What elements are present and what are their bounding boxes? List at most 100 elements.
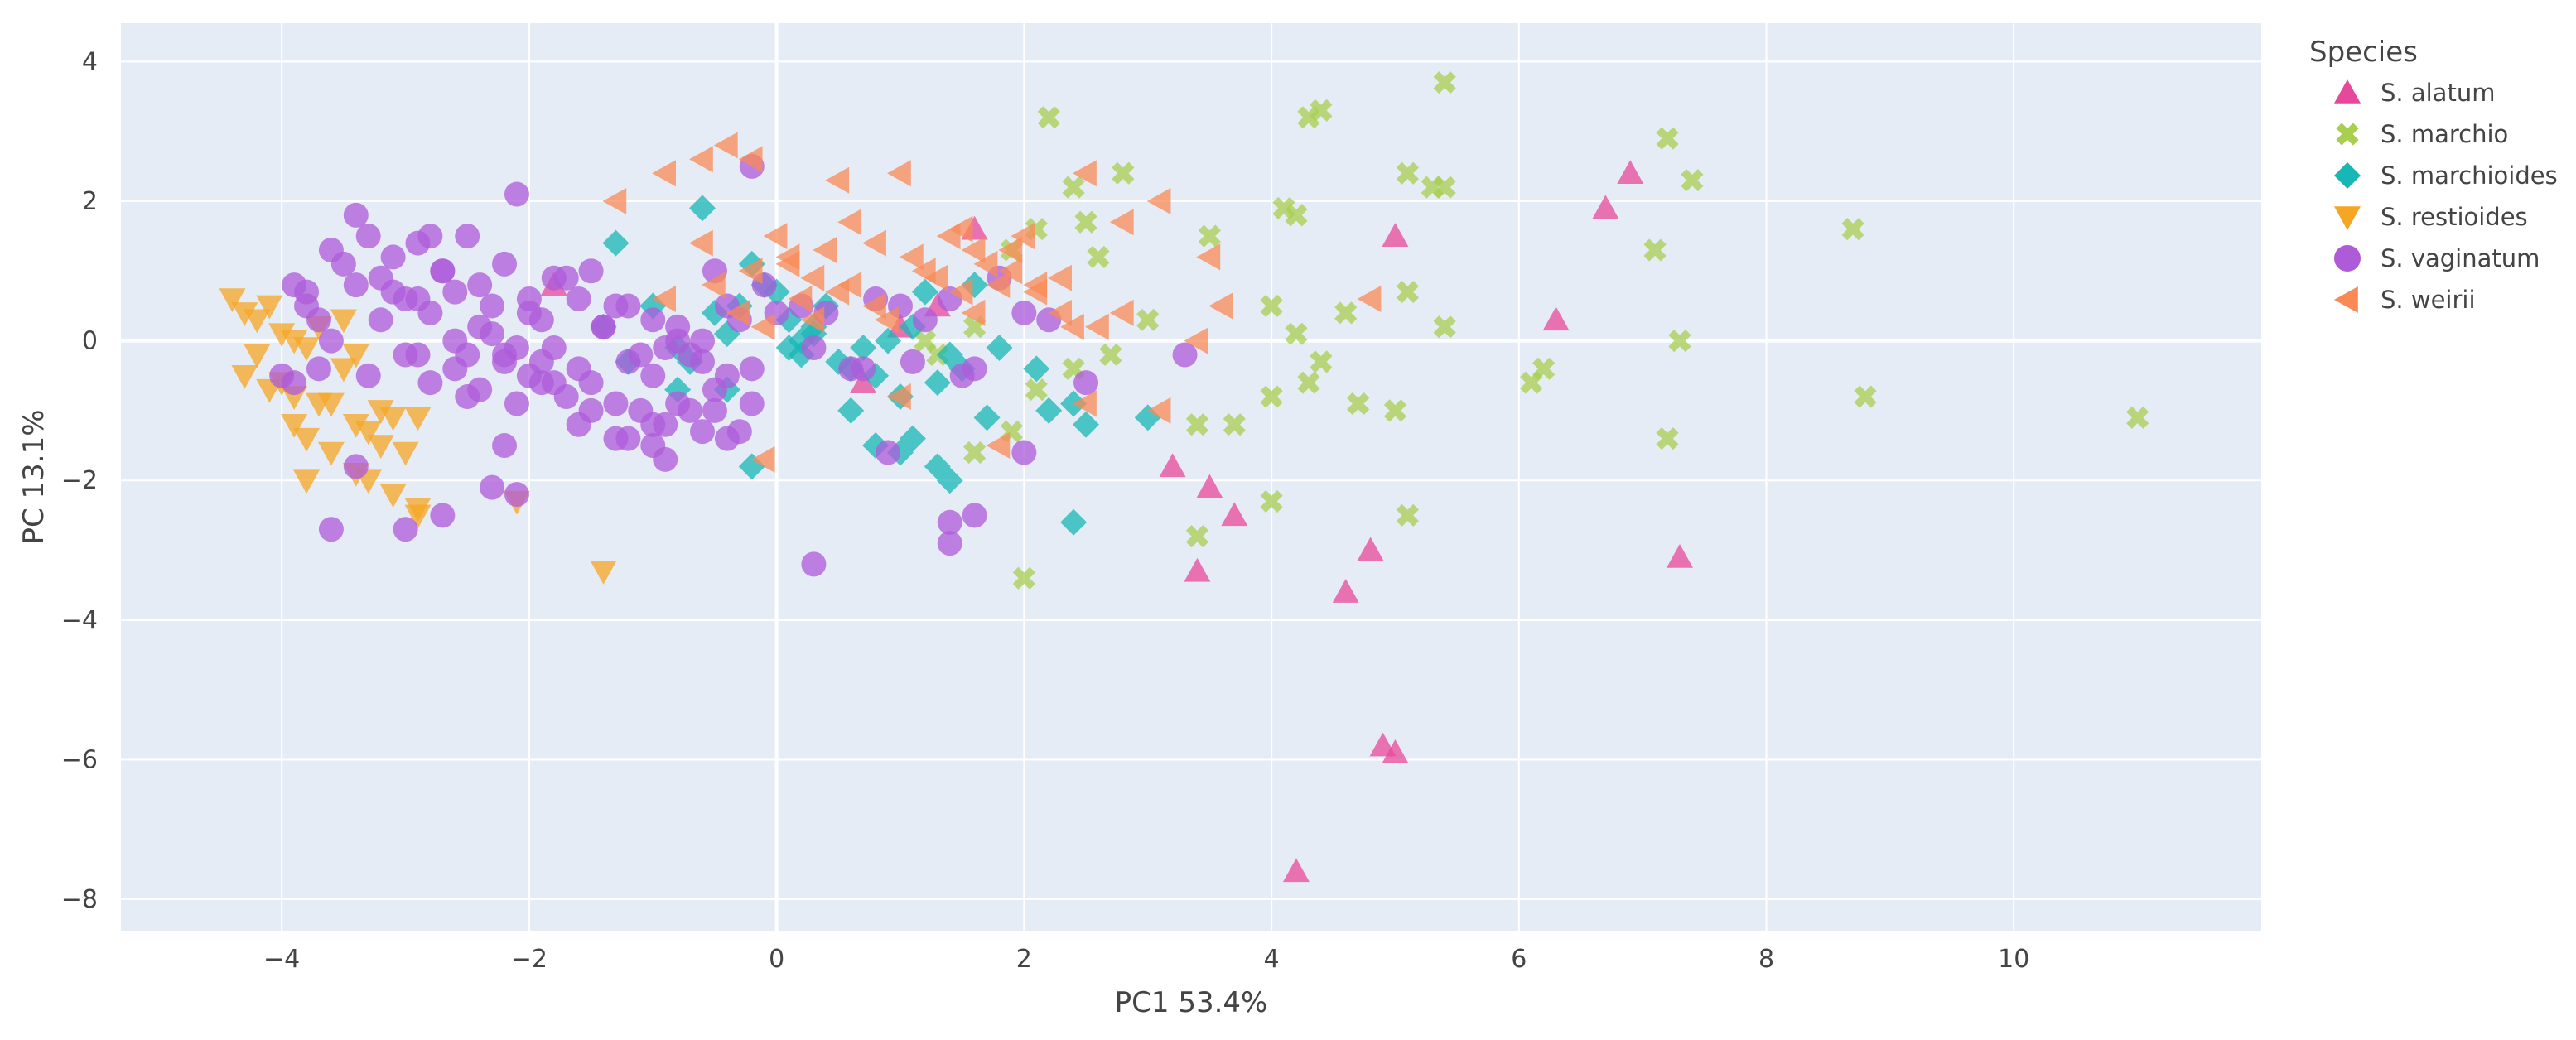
data-point <box>701 272 726 299</box>
data-point <box>516 300 542 325</box>
data-point <box>553 265 579 291</box>
data-point <box>1285 204 1308 227</box>
data-point <box>1084 313 1109 340</box>
data-point <box>726 299 750 326</box>
data-point <box>900 349 925 374</box>
data-point <box>355 363 381 388</box>
data-point <box>293 469 321 494</box>
data-point <box>1542 306 1570 331</box>
data-point <box>1334 301 1358 325</box>
legend-label: S. vaginatum <box>2381 244 2540 272</box>
data-point <box>801 551 827 577</box>
data-point <box>702 377 727 402</box>
data-point <box>750 445 775 473</box>
data-point <box>775 250 800 277</box>
data-point <box>231 302 258 326</box>
data-point <box>1668 330 1691 353</box>
data-point <box>467 272 493 298</box>
data-point <box>689 229 713 257</box>
data-point <box>306 356 331 382</box>
data-point <box>1011 440 1037 465</box>
data-point <box>1666 543 1693 568</box>
legend-marker <box>2334 206 2361 230</box>
data-point <box>837 272 862 299</box>
data-point <box>1073 390 1097 417</box>
x-tick-label: 8 <box>1758 945 1774 974</box>
data-point <box>1681 169 1704 192</box>
data-point <box>1198 224 1222 248</box>
data-point <box>690 349 716 374</box>
data-point <box>1208 292 1233 320</box>
data-point <box>1347 392 1370 416</box>
data-point <box>1260 294 1283 318</box>
y-tick-label: 4 <box>82 47 98 76</box>
data-point <box>480 293 505 319</box>
data-point <box>1357 537 1384 561</box>
data-point <box>492 433 518 459</box>
data-point <box>775 335 803 362</box>
data-point <box>343 454 369 479</box>
data-point <box>566 286 591 312</box>
data-point <box>1617 160 1644 185</box>
data-point <box>318 328 344 354</box>
data-point <box>1382 223 1409 247</box>
data-point <box>282 370 307 396</box>
data-point <box>1260 489 1283 513</box>
data-point <box>380 279 406 305</box>
y-tick-label: 0 <box>82 327 98 356</box>
data-point <box>850 369 877 393</box>
data-point <box>886 160 911 187</box>
data-point <box>590 561 617 585</box>
data-point <box>244 344 271 368</box>
data-point <box>738 258 763 285</box>
data-point <box>591 314 616 339</box>
data-point <box>961 237 986 263</box>
data-point <box>713 132 738 159</box>
legend-marker <box>2334 162 2361 189</box>
data-point <box>393 342 418 368</box>
data-point <box>1656 427 1679 450</box>
data-point <box>541 370 567 396</box>
data-point <box>1184 557 1211 582</box>
data-points <box>219 71 2149 883</box>
data-point <box>1383 399 1407 422</box>
data-point <box>392 441 419 466</box>
data-point <box>948 215 973 243</box>
data-point <box>1185 413 1209 436</box>
data-point <box>281 330 308 354</box>
y-axis-title: PC 13.1% <box>17 409 51 544</box>
data-point <box>1073 370 1099 396</box>
data-point <box>1012 566 1035 590</box>
data-point <box>1310 99 1333 122</box>
data-point <box>368 307 393 333</box>
data-point <box>1109 299 1134 326</box>
data-point <box>430 503 456 528</box>
data-point <box>367 435 394 460</box>
y-tick-label: −4 <box>61 606 98 635</box>
data-point <box>1025 378 1048 402</box>
data-point <box>1074 210 1097 234</box>
data-point <box>986 272 1011 299</box>
data-point <box>739 391 765 416</box>
data-point <box>615 426 641 451</box>
data-point <box>492 349 518 374</box>
data-point <box>231 364 258 389</box>
data-point <box>318 517 344 542</box>
data-point <box>603 391 629 416</box>
data-point <box>293 337 321 362</box>
data-point <box>924 369 951 397</box>
data-point <box>1396 503 1419 527</box>
x-tick-label: −4 <box>263 945 300 974</box>
data-point <box>1357 286 1382 313</box>
data-point <box>813 237 837 263</box>
data-point <box>949 363 975 388</box>
data-point <box>1035 397 1063 424</box>
data-point <box>317 441 345 466</box>
data-point <box>973 250 998 277</box>
data-point <box>825 278 850 306</box>
data-point <box>899 243 924 271</box>
x-tick-label: 6 <box>1511 945 1527 974</box>
x-axis-title: PC1 53.4% <box>1115 986 1268 1019</box>
data-point <box>937 531 962 556</box>
legend-marker <box>2334 79 2361 104</box>
